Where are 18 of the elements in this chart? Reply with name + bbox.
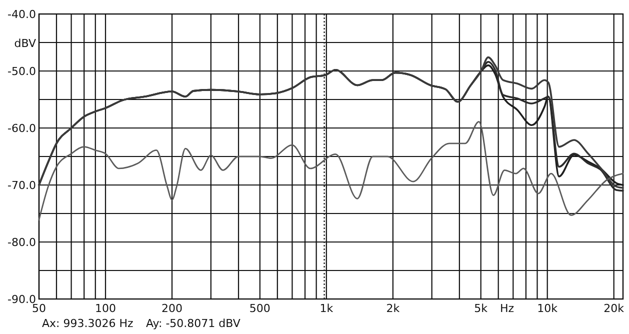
y-tick-label: -50.0 [8, 64, 36, 78]
x-tick-label: 500 [249, 302, 270, 315]
text: Ax: 993.3026 Hz [42, 317, 134, 330]
y-tick-label: -40.0 [8, 8, 36, 21]
x-tick-label: 1k [320, 302, 334, 315]
x-tick-label: 100 [95, 302, 116, 315]
x-tick-label: 50 [32, 302, 46, 315]
y-tick-label: -70.0 [8, 178, 36, 192]
y-tick-label: -80.0 [8, 236, 36, 249]
x-tick-label: 2k [386, 302, 400, 315]
x-tick-label: 200 [162, 302, 183, 315]
x-tick-label: 20k [604, 302, 625, 315]
y-axis-title: dBV [14, 36, 36, 50]
x-tick-label: 5k [474, 302, 488, 315]
y-tick-label: -60.0 [8, 122, 36, 135]
x-axis-title: Hz [500, 302, 514, 315]
x-tick-label: 10k [537, 302, 558, 315]
text: Ay: -50.8071 dBV [146, 317, 241, 330]
